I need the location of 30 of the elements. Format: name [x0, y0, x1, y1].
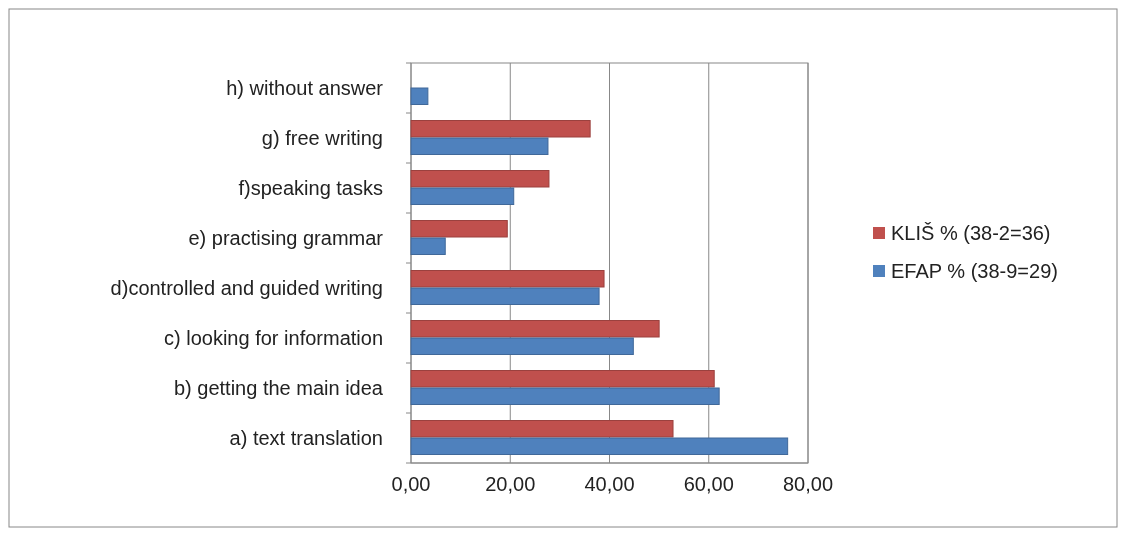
bar — [410, 87, 429, 105]
bar — [410, 320, 660, 338]
bar — [410, 370, 715, 388]
bar — [410, 387, 720, 405]
x-tick-label: 20,00 — [485, 473, 536, 495]
x-tick-label: 80,00 — [782, 473, 834, 495]
bar — [410, 337, 634, 355]
bar — [410, 187, 515, 205]
x-tick-label: 40,00 — [584, 473, 635, 495]
y-tick-label: e) practising grammar — [188, 227, 384, 249]
y-tick-label: c) looking for information — [164, 327, 383, 349]
bar — [410, 437, 789, 455]
bar — [410, 220, 508, 238]
x-tick-label: 0,00 — [391, 473, 431, 495]
y-tick-label: g) free writing — [261, 127, 383, 149]
bar — [410, 420, 674, 438]
y-tick-label: h) without answer — [226, 77, 384, 99]
bar — [410, 287, 600, 305]
bar — [410, 120, 591, 138]
y-tick-label: f)speaking tasks — [238, 177, 383, 199]
y-tick-label: d)controlled and guided writing — [110, 277, 383, 299]
legend-label: EFAP % (38-9=29) — [891, 260, 1058, 282]
bar — [410, 170, 550, 188]
bar — [410, 270, 605, 288]
y-tick-label: b) getting the main idea — [173, 377, 384, 399]
x-tick-label: 60,00 — [683, 473, 734, 495]
bar — [410, 237, 446, 255]
legend-label: KLIŠ % (38-2=36) — [891, 222, 1051, 244]
y-tick-label: a) text translation — [229, 427, 383, 449]
bar — [410, 137, 549, 155]
